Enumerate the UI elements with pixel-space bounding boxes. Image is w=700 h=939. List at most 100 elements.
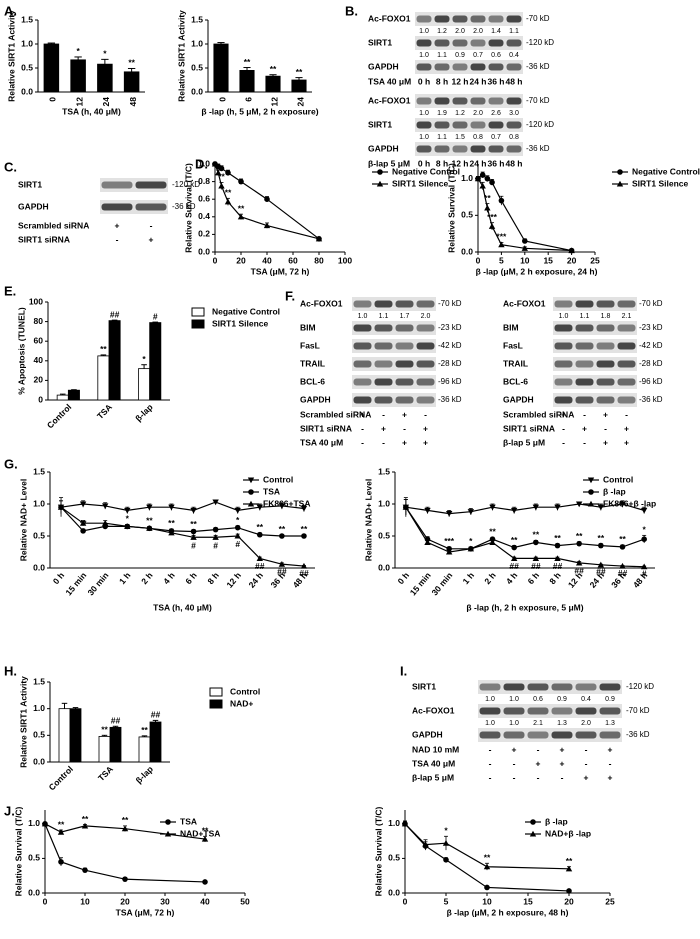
- y-axis-label: Relative SIRT1 Activity: [18, 676, 28, 768]
- annotation: ##: [151, 710, 161, 720]
- blot-kd: -42 kD: [438, 341, 462, 350]
- bar: [149, 322, 162, 401]
- legend-label: Negative Control: [632, 166, 700, 176]
- y-tick-label: 0.8: [198, 176, 210, 186]
- condition-value: -: [424, 409, 427, 419]
- annotation: ##: [111, 716, 121, 726]
- blot-kd: -70 kD: [438, 299, 462, 308]
- x-tick-label: 15: [523, 896, 533, 906]
- series-line: [405, 506, 645, 568]
- point: [212, 499, 219, 506]
- y-tick-label: 1.5: [21, 14, 33, 24]
- panel-label: H.: [4, 663, 17, 678]
- blot-kd: -96 kD: [438, 377, 462, 386]
- condition-value: -: [562, 437, 565, 447]
- condition-value: -: [403, 423, 406, 433]
- point: [424, 539, 431, 545]
- legend-swatch: [209, 699, 223, 709]
- blot-band: [416, 15, 432, 23]
- point: [484, 884, 490, 891]
- blot-strip: [352, 393, 436, 407]
- point: [479, 182, 486, 189]
- y-tick-label: 0.5: [28, 853, 40, 863]
- blot-value: 0.9: [605, 696, 615, 703]
- condition-value: +: [423, 437, 428, 447]
- point: [80, 528, 86, 534]
- blot-value: 2.1: [533, 720, 543, 727]
- blot-value: 1.1: [437, 134, 447, 141]
- blot-kd: -120 kD: [172, 180, 200, 189]
- annotation: ***: [496, 232, 507, 242]
- panel-label: J.: [4, 803, 15, 818]
- bar: [67, 389, 80, 401]
- annotation: **: [168, 518, 175, 528]
- blot-band: [353, 324, 372, 332]
- point: [212, 534, 219, 540]
- x-tick-label: 80: [314, 255, 324, 265]
- legend-label: FK866+β -lap: [603, 498, 656, 508]
- annotation: ##: [509, 561, 519, 571]
- x-tick-label: 2 h: [139, 570, 155, 586]
- blot-band: [617, 342, 636, 350]
- x-tick-label: 10: [80, 896, 90, 906]
- annotation: ##: [299, 568, 309, 578]
- y-tick-label: 0.0: [28, 887, 40, 897]
- y-tick-label: 0.5: [33, 730, 45, 740]
- blot-band: [503, 683, 525, 691]
- x-tick-label: 10: [520, 255, 530, 265]
- annotation: #: [213, 540, 218, 550]
- blot-band: [101, 181, 133, 189]
- point: [445, 511, 453, 517]
- annotation: **: [270, 64, 277, 74]
- x-tick-label: 1 h: [117, 570, 133, 586]
- blot-value: 1.7: [400, 313, 410, 320]
- blot-band: [527, 683, 549, 691]
- condition-label: β-lap 5 μM: [503, 437, 545, 447]
- point: [124, 507, 131, 514]
- blot-value: 1.9: [437, 110, 447, 117]
- annotation: #: [153, 311, 158, 321]
- blot-value: 1.0: [419, 134, 429, 141]
- annotation: *: [236, 515, 240, 525]
- blot-band: [479, 707, 501, 715]
- y-tick-label: 0.0: [461, 246, 473, 256]
- legend-marker: [529, 830, 537, 837]
- x-tick-label: 0: [48, 97, 58, 102]
- point: [238, 178, 244, 185]
- condition-value: +: [603, 437, 608, 447]
- blot-kd: -28 kD: [639, 359, 663, 368]
- y-tick-label: 0.0: [191, 86, 203, 96]
- blot-band: [416, 39, 432, 47]
- x-tick-label: β-lap: [134, 764, 155, 785]
- blot-kd: -120 kD: [626, 682, 654, 691]
- blot-band: [488, 63, 504, 71]
- blot-band: [503, 731, 525, 739]
- blot-band: [596, 378, 615, 386]
- point: [565, 865, 573, 872]
- point: [467, 509, 475, 515]
- x-tick-label: 12 h: [224, 570, 243, 589]
- blot-value: 0.6: [533, 696, 543, 703]
- point: [278, 560, 286, 567]
- y-tick-label: 1.5: [33, 676, 45, 686]
- point: [489, 539, 496, 545]
- point: [575, 559, 583, 566]
- legend-marker: [248, 489, 254, 495]
- y-tick-label: 0.6: [198, 193, 210, 203]
- blot-band: [374, 300, 393, 308]
- legend-marker: [164, 830, 172, 837]
- y-tick-label: 0.5: [378, 530, 390, 540]
- condition-value: +: [624, 437, 629, 447]
- blot-strip: [553, 297, 637, 311]
- blot-row-label: Ac-FOXO1: [412, 705, 455, 715]
- blot-band: [395, 300, 414, 308]
- bar: [123, 71, 140, 93]
- point: [533, 539, 539, 546]
- bar: [239, 70, 255, 93]
- blot-row-label: BCL-6: [300, 376, 325, 386]
- condition-value: 0 h: [418, 158, 430, 168]
- bar: [98, 736, 111, 763]
- panel-label: A.: [4, 3, 17, 18]
- blot-band: [575, 342, 594, 350]
- point: [442, 840, 450, 846]
